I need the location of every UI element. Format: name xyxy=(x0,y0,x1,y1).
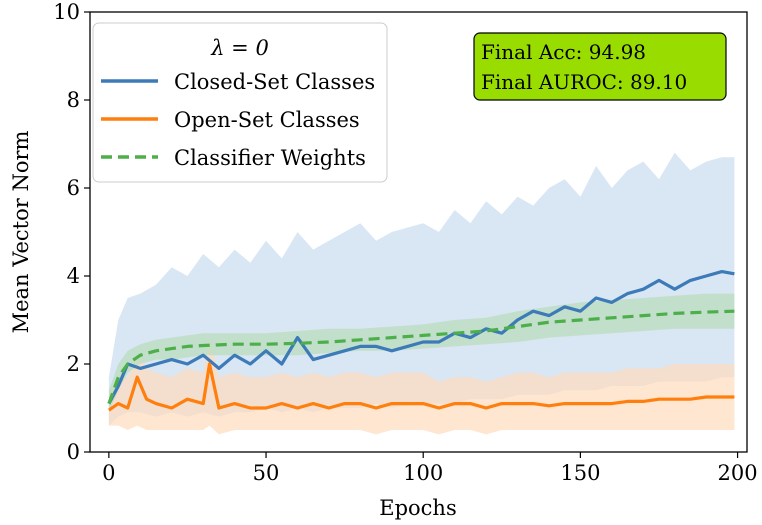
y-tick-label: 4 xyxy=(67,264,80,288)
y-tick-label: 0 xyxy=(67,440,80,464)
y-tick-label: 6 xyxy=(67,176,80,200)
line-open-set xyxy=(107,362,735,412)
annotation-box: Final Acc: 94.98 Final AUROC: 89.10 xyxy=(473,32,727,101)
legend-title: λ = 0 xyxy=(210,36,269,60)
x-tick-label: 0 xyxy=(102,461,115,485)
x-tick-label: 200 xyxy=(718,461,758,485)
annotation-final-auroc: Final AUROC: 89.10 xyxy=(481,70,687,94)
legend-label-classifier-weights: Classifier Weights xyxy=(174,146,366,170)
line-classifier-weights xyxy=(107,309,735,405)
y-tick-label: 2 xyxy=(67,352,80,376)
x-axis-label: Epochs xyxy=(379,496,456,520)
y-axis: 0 2 4 6 8 10 xyxy=(53,0,90,464)
x-tick-label: 100 xyxy=(403,461,443,485)
legend: λ = 0 Closed-Set Classes Open-Set Classe… xyxy=(92,22,388,183)
y-axis-label: Mean Vector Norm xyxy=(9,130,33,333)
y-tick-label: 10 xyxy=(53,0,80,24)
legend-label-open-set: Open-Set Classes xyxy=(174,108,360,132)
x-axis: 0 50 100 150 200 xyxy=(102,452,758,485)
line-closed-set xyxy=(107,270,735,405)
legend-box xyxy=(92,22,388,183)
legend-label-closed-set: Closed-Set Classes xyxy=(174,70,375,94)
band-open-set xyxy=(108,337,735,435)
annotation-background xyxy=(473,32,727,101)
x-tick-label: 150 xyxy=(560,461,600,485)
band-classifier-weights xyxy=(108,293,735,413)
annotation-final-acc: Final Acc: 94.98 xyxy=(481,40,646,64)
band-closed-set xyxy=(108,152,735,426)
x-tick-label: 50 xyxy=(253,461,280,485)
plot-frame xyxy=(89,11,748,453)
series-lines xyxy=(107,270,735,412)
y-tick-label: 8 xyxy=(67,88,80,112)
confidence-bands xyxy=(108,152,735,435)
